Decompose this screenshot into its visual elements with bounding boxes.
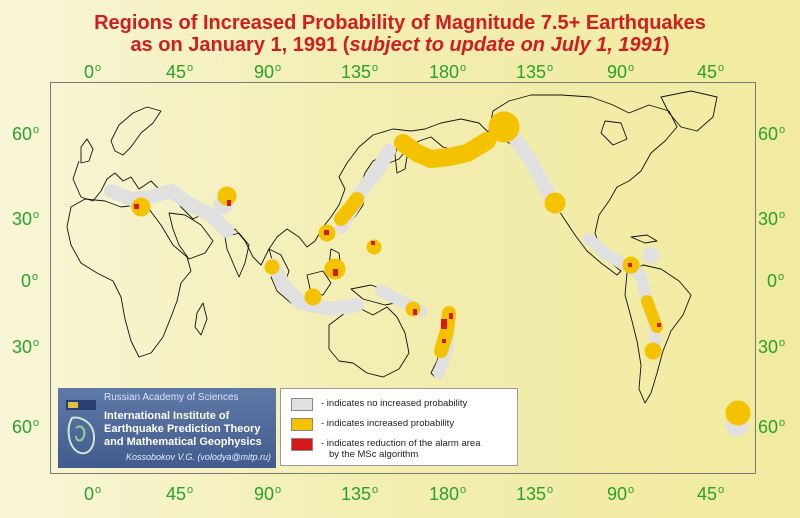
increase-java — [304, 288, 322, 306]
reduction-philippines — [333, 269, 338, 276]
world-map — [66, 90, 751, 437]
reduction-tonga-1 — [441, 319, 447, 329]
increase-alaska — [488, 111, 520, 143]
lat-label-right-30n: 30o — [758, 209, 786, 229]
legend-label-increase: - indicates increased probability — [321, 418, 455, 429]
coastline-south-america — [624, 264, 692, 404]
institute-name-line-3: and Mathematical Geophysics — [104, 436, 262, 448]
coastline-madagascar — [194, 302, 208, 336]
lat-label-right-0: 0o — [767, 271, 785, 291]
coastline-scandinavia — [110, 106, 162, 156]
increase-peru-chile — [641, 295, 663, 333]
lon-label-bottom-45: 45o — [166, 484, 194, 504]
title-line-2: as on January 1, 1991 (subject to update… — [130, 34, 670, 56]
lat-label-left-60s: 60o — [12, 417, 40, 437]
coastline-africa — [66, 198, 192, 358]
reduction-tonga-2 — [449, 313, 453, 319]
coastline-australia — [328, 306, 410, 378]
coastline-greenland — [660, 90, 718, 132]
lon-label-top-135w: 135o — [516, 62, 554, 82]
reduction-mariana — [371, 241, 375, 245]
reduction-taiwan — [324, 230, 329, 235]
title-line-1: Regions of Increased Probability of Magn… — [94, 12, 706, 34]
legend-swatch-yellow — [291, 418, 313, 431]
lon-label-bottom-135: 135o — [341, 484, 379, 504]
no-increase-mediterranean — [104, 183, 234, 238]
no-increase-indonesia — [266, 258, 364, 317]
increase-regions — [131, 111, 751, 426]
lat-label-right-30s: 30o — [758, 337, 786, 357]
reduction-colombia — [628, 263, 632, 267]
increase-greece — [131, 197, 151, 217]
reduction-peru — [657, 323, 661, 327]
institute-logo-panel: Russian Academy of Sciences Internationa… — [58, 388, 276, 468]
lat-label-left-0: 0o — [21, 271, 39, 291]
increase-south-sandwich — [725, 400, 751, 426]
coastline-eurasia — [72, 118, 490, 266]
academy-name: Russian Academy of Sciences — [104, 392, 239, 403]
legend: - indicates no increased probability - i… — [280, 388, 518, 466]
lat-label-left-30s: 30o — [12, 337, 40, 357]
lon-label-top-45: 45o — [166, 62, 194, 82]
increase-tonga-kermadec — [434, 306, 456, 358]
increase-andaman — [264, 259, 280, 275]
lon-label-top-45w: 45o — [697, 62, 725, 82]
lon-label-bottom-180: 180o — [429, 484, 467, 504]
coastlines — [66, 90, 718, 404]
increase-mariana — [366, 239, 382, 255]
lat-label-left-30n: 30o — [12, 209, 40, 229]
reduction-kermadec — [442, 339, 446, 343]
lon-label-top-90: 90o — [254, 62, 282, 82]
probability-regions — [104, 111, 751, 437]
increase-kamchatka-aleutian — [394, 132, 496, 169]
increase-japan — [334, 192, 364, 226]
no-increase-caribbean — [642, 246, 660, 264]
increase-mexico — [544, 192, 566, 214]
reduction-vanuatu — [413, 309, 417, 315]
map-frame — [50, 82, 756, 474]
legend-swatch-red — [291, 438, 313, 451]
coastline-arabia — [168, 212, 214, 260]
lat-label-left-60n: 60o — [12, 124, 40, 144]
reduction-regions — [134, 200, 661, 343]
reduction-greece — [134, 204, 139, 209]
institute-emblem-icon — [66, 400, 96, 455]
institute-name-line-2: Earthquake Prediction Theory — [104, 423, 261, 435]
legend-swatch-grey — [291, 398, 313, 411]
lon-label-top-135: 135o — [341, 62, 379, 82]
lon-label-top-0: 0o — [84, 62, 102, 82]
author-credit: Kossobokov V.G. (volodya@mitp.ru) — [126, 452, 272, 462]
coastline-britain — [80, 138, 94, 164]
reduction-iran — [227, 200, 231, 206]
coastline-hudson-bay — [600, 120, 628, 146]
lon-label-bottom-90w: 90o — [607, 484, 635, 504]
coastline-india — [224, 232, 250, 278]
lon-label-bottom-45w: 45o — [697, 484, 725, 504]
increase-central-chile — [644, 342, 662, 360]
lon-label-top-180: 180o — [429, 62, 467, 82]
lon-label-bottom-0: 0o — [84, 484, 102, 504]
legend-label-no-increase: - indicates no increased probability — [321, 398, 468, 409]
figure-title: Regions of Increased Probability of Magn… — [0, 12, 800, 56]
legend-label-reduction: - indicates reduction of the alarm area b… — [321, 438, 481, 460]
coastline-caribbean — [630, 234, 658, 244]
lat-label-right-60n: 60o — [758, 124, 786, 144]
lon-label-top-90w: 90o — [607, 62, 635, 82]
lat-label-right-60s: 60o — [758, 417, 786, 437]
lon-label-bottom-90: 90o — [254, 484, 282, 504]
lon-label-bottom-135w: 135o — [516, 484, 554, 504]
institute-name-line-1: International Institute of — [104, 410, 230, 422]
